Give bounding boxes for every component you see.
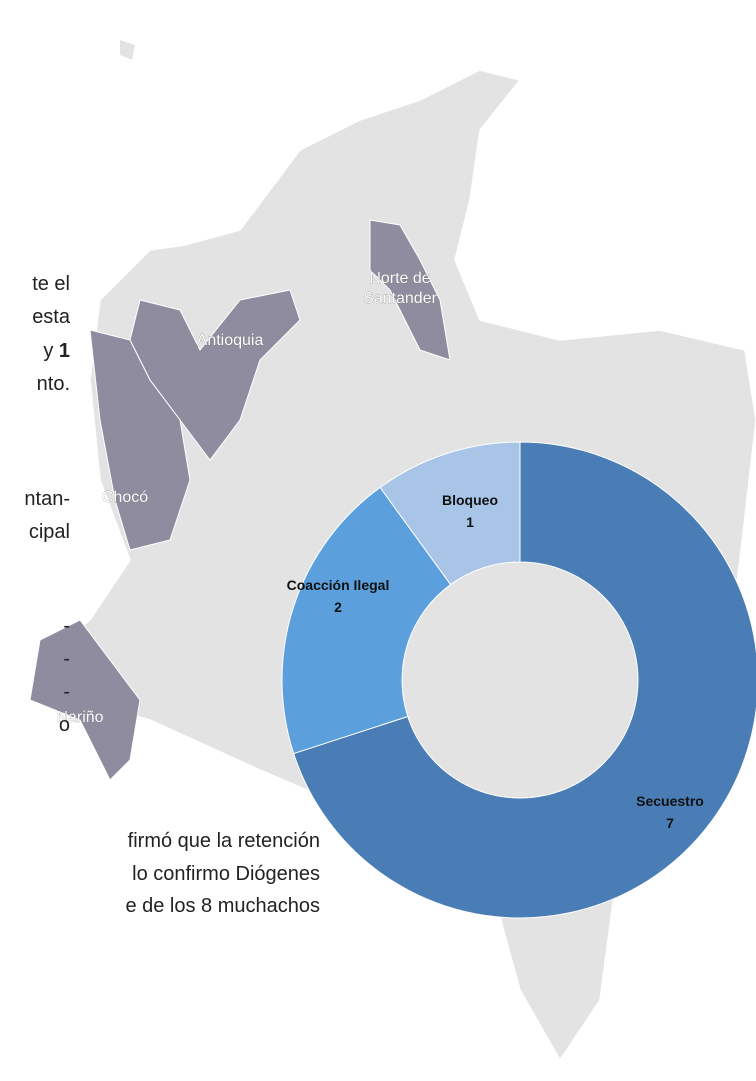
text-line: o	[59, 714, 70, 736]
narino	[29, 619, 141, 781]
donut-chart: Secuestro 7 Coacción Ilegal 2 Bloqueo 1	[281, 441, 756, 919]
data-label-name: Coacción Ilegal	[287, 577, 390, 593]
data-label-value: 2	[334, 599, 342, 615]
text-line: nto.	[37, 373, 70, 395]
text-line: te el	[32, 273, 70, 295]
text: te el esta y 1 nto. ntan- cipal - - - o …	[24, 273, 320, 917]
text-span: 1	[59, 340, 70, 362]
region	[120, 40, 135, 60]
donut-segment	[293, 441, 756, 919]
text-line: -	[63, 681, 70, 703]
data-label-name: Secuestro	[636, 793, 704, 809]
text-line: y 1	[43, 340, 70, 362]
text-line: lo confirmo Diógenes	[132, 863, 320, 885]
map-label: Antioquia	[197, 332, 264, 349]
map-label: Chocó	[102, 489, 148, 506]
text-line: cipal	[29, 521, 70, 543]
donut-segment	[281, 486, 452, 755]
text-line: -	[63, 648, 70, 670]
text-line: esta	[32, 306, 71, 328]
data-label-name: Bloqueo	[442, 492, 498, 508]
map-label: Nariño	[56, 709, 103, 726]
choco	[89, 329, 191, 551]
data-label-value: 1	[466, 514, 474, 530]
text-line: -	[63, 615, 70, 637]
text-line: e de los 8 muchachos	[125, 895, 320, 917]
norte-de-santander	[369, 219, 451, 361]
map-label: Norte de Santander	[363, 270, 438, 307]
donut-segment	[379, 441, 521, 586]
data-label-value: 7	[666, 815, 674, 831]
text-line: firmó que la retención	[128, 830, 320, 852]
text-line: ntan-	[24, 488, 70, 510]
text-span: y	[43, 340, 59, 362]
